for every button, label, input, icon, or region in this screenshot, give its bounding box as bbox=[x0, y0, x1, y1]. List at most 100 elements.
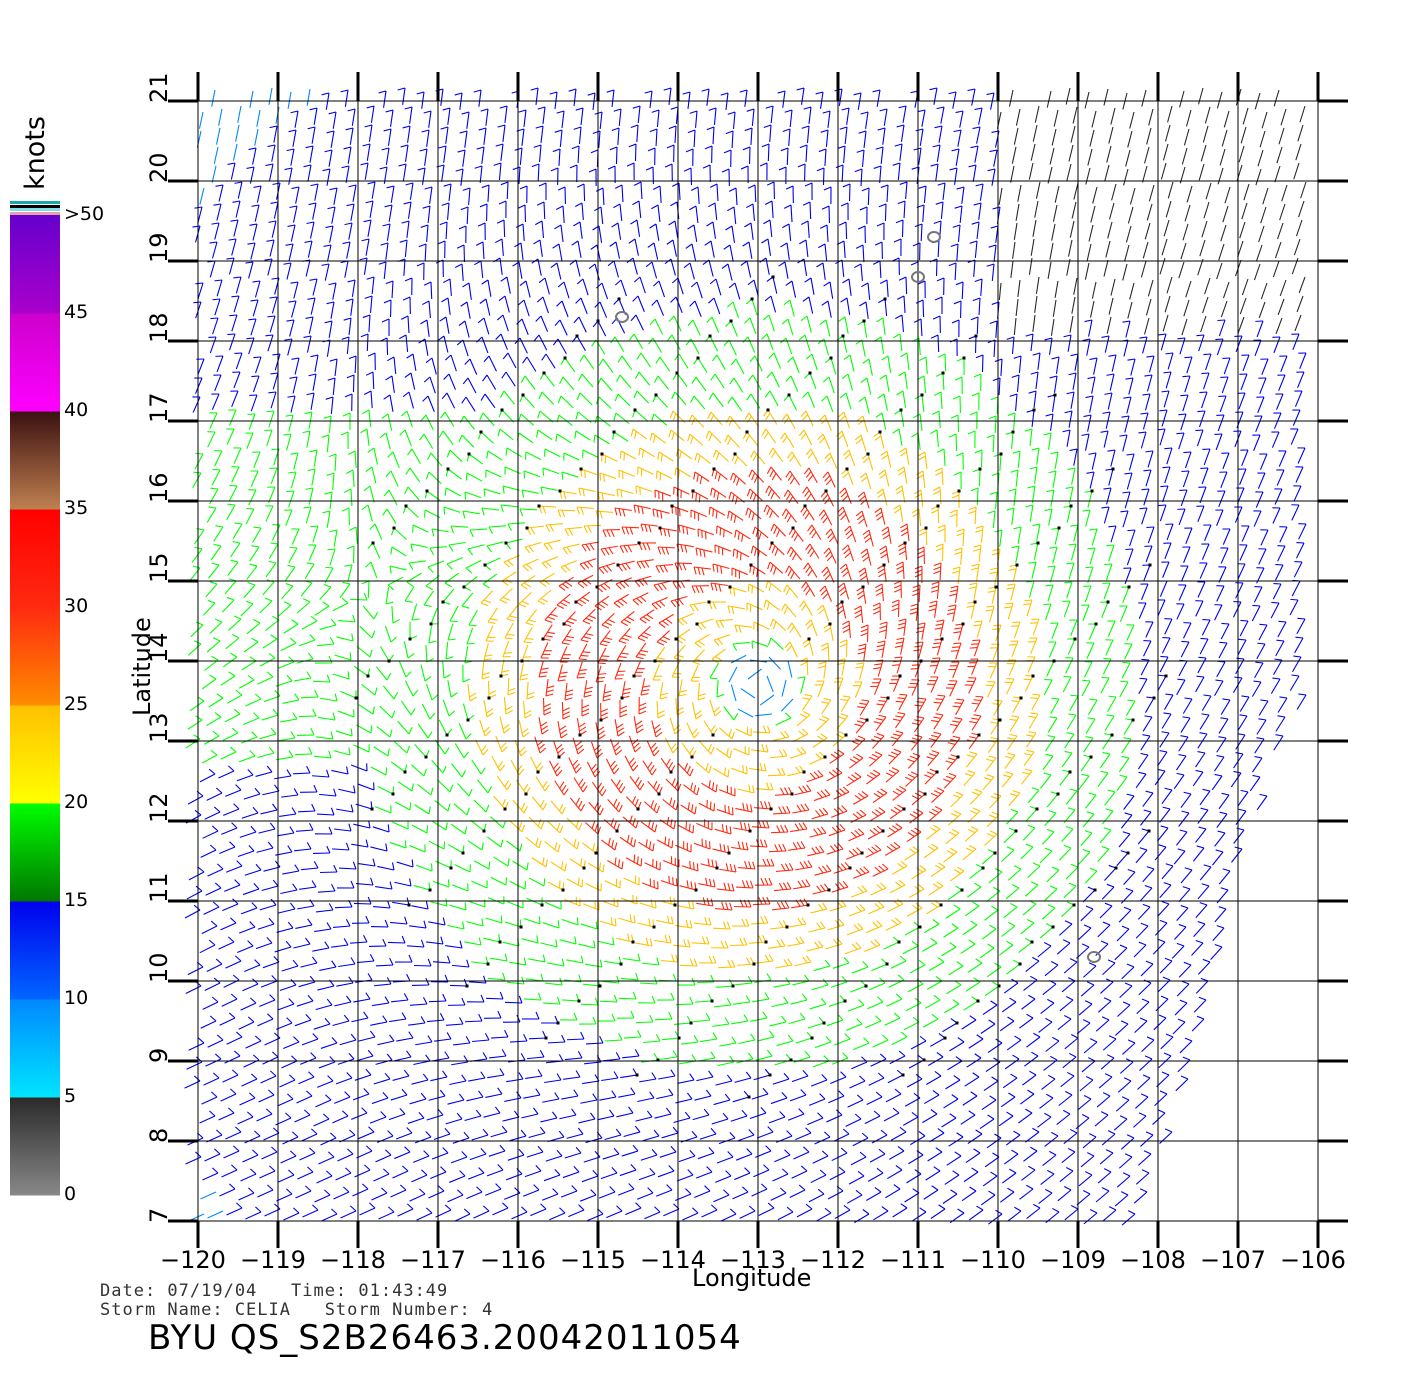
wind-barb bbox=[1001, 849, 1015, 862]
wind-barb bbox=[1164, 124, 1171, 142]
wind-barb bbox=[1057, 1018, 1072, 1031]
wind-barb bbox=[1296, 694, 1307, 710]
wind-barb bbox=[1011, 146, 1017, 164]
wind-barb bbox=[421, 167, 426, 185]
wind-barb bbox=[598, 225, 603, 243]
wind-barb bbox=[485, 917, 503, 924]
wind-barb bbox=[1061, 1151, 1076, 1164]
units-label: knots bbox=[20, 116, 51, 190]
wind-barb bbox=[423, 433, 434, 449]
wind-barb bbox=[1197, 581, 1206, 598]
wind-barb bbox=[527, 1056, 545, 1060]
wind-barb bbox=[355, 526, 358, 544]
wind-barb bbox=[887, 355, 892, 373]
wind-barb bbox=[1270, 602, 1280, 619]
legend-band-25-30 bbox=[10, 607, 60, 706]
wind-barb bbox=[1297, 124, 1304, 142]
wind-barb bbox=[386, 508, 397, 524]
wind-barb bbox=[204, 659, 219, 671]
wind-barb bbox=[285, 509, 293, 527]
longitude-tick-label: −116 bbox=[480, 1246, 546, 1274]
wind-barb bbox=[203, 735, 220, 745]
wind-barb bbox=[482, 241, 485, 260]
wind-barb bbox=[506, 276, 511, 294]
wind-barb bbox=[426, 490, 442, 502]
wind-barb bbox=[601, 453, 618, 462]
wind-barb bbox=[463, 415, 475, 430]
wind-barb bbox=[1140, 260, 1147, 278]
wind-barb bbox=[1184, 204, 1191, 222]
wind-barb bbox=[1028, 162, 1034, 180]
wind-barb bbox=[540, 486, 558, 491]
wind-barb bbox=[214, 298, 221, 316]
wind-barb bbox=[1008, 792, 1021, 807]
legend-top-strip bbox=[10, 205, 60, 208]
wind-barb bbox=[1099, 905, 1113, 919]
wind-barb bbox=[348, 222, 353, 240]
wind-barb bbox=[637, 922, 655, 928]
wind-barb bbox=[1003, 982, 1019, 994]
wind-barb bbox=[1015, 108, 1021, 126]
wind-barb bbox=[319, 586, 332, 601]
wind-barb bbox=[354, 355, 357, 374]
wind-barb bbox=[280, 1155, 297, 1164]
wind-barb bbox=[564, 357, 576, 373]
wind-barb bbox=[542, 1002, 561, 1005]
wind-barb bbox=[562, 376, 575, 391]
wind-barb bbox=[973, 259, 976, 277]
wind-barb bbox=[1059, 999, 1074, 1012]
wind-barb bbox=[1201, 619, 1211, 636]
wind-barb bbox=[1077, 1098, 1092, 1111]
wind-barb bbox=[259, 999, 276, 1007]
wind-barb bbox=[487, 184, 490, 203]
wind-barb bbox=[750, 1017, 768, 1022]
wind-barb bbox=[231, 466, 240, 483]
wind-barb bbox=[445, 126, 449, 144]
wind-barb bbox=[353, 823, 371, 829]
wind-barb bbox=[640, 181, 643, 200]
wind-barb bbox=[879, 431, 885, 449]
wind-barb bbox=[712, 221, 717, 239]
wind-barb bbox=[1120, 1137, 1135, 1150]
wind-barb bbox=[354, 450, 357, 468]
wind-barb bbox=[1241, 202, 1248, 220]
wind-barb bbox=[1158, 1055, 1172, 1069]
wind-barb bbox=[833, 1038, 851, 1046]
wind-barb bbox=[677, 277, 684, 295]
wind-barb bbox=[1260, 282, 1268, 300]
legend-band-20-25 bbox=[10, 705, 60, 804]
wind-barb bbox=[271, 144, 276, 162]
wind-barb bbox=[490, 876, 507, 886]
wind-barb bbox=[689, 262, 695, 280]
wind-barb bbox=[1008, 89, 1014, 107]
wind-barb bbox=[1221, 376, 1229, 394]
wind-barb bbox=[905, 447, 910, 465]
wind-barb bbox=[485, 1188, 502, 1196]
wind-barb bbox=[731, 1020, 749, 1025]
wind-barb bbox=[428, 626, 432, 644]
wind-barb bbox=[256, 1113, 273, 1122]
wind-barb bbox=[1063, 1132, 1078, 1145]
wind-barb bbox=[899, 143, 903, 161]
wind-barb bbox=[448, 373, 456, 390]
wind-barb bbox=[907, 983, 924, 993]
wind-barb bbox=[1159, 428, 1166, 446]
wind-barb bbox=[206, 716, 222, 727]
wind-barb bbox=[392, 821, 409, 830]
wind-barb bbox=[369, 1116, 387, 1124]
wind-barb bbox=[602, 980, 620, 984]
wind-barb bbox=[1159, 732, 1170, 748]
wind-barb bbox=[1129, 529, 1136, 547]
wind-barb bbox=[504, 622, 514, 639]
wind-barb bbox=[502, 640, 510, 658]
wind-barb bbox=[621, 184, 624, 203]
wind-barb bbox=[1124, 491, 1131, 509]
wind-barb bbox=[1116, 852, 1129, 867]
wind-barb bbox=[238, 1192, 255, 1201]
wind-barb bbox=[1063, 600, 1071, 618]
wind-barb bbox=[1071, 296, 1076, 314]
wind-barb bbox=[1059, 1170, 1074, 1183]
wind-barb bbox=[1142, 868, 1155, 883]
wind-barb bbox=[653, 242, 659, 260]
wind-barb bbox=[1277, 222, 1284, 240]
